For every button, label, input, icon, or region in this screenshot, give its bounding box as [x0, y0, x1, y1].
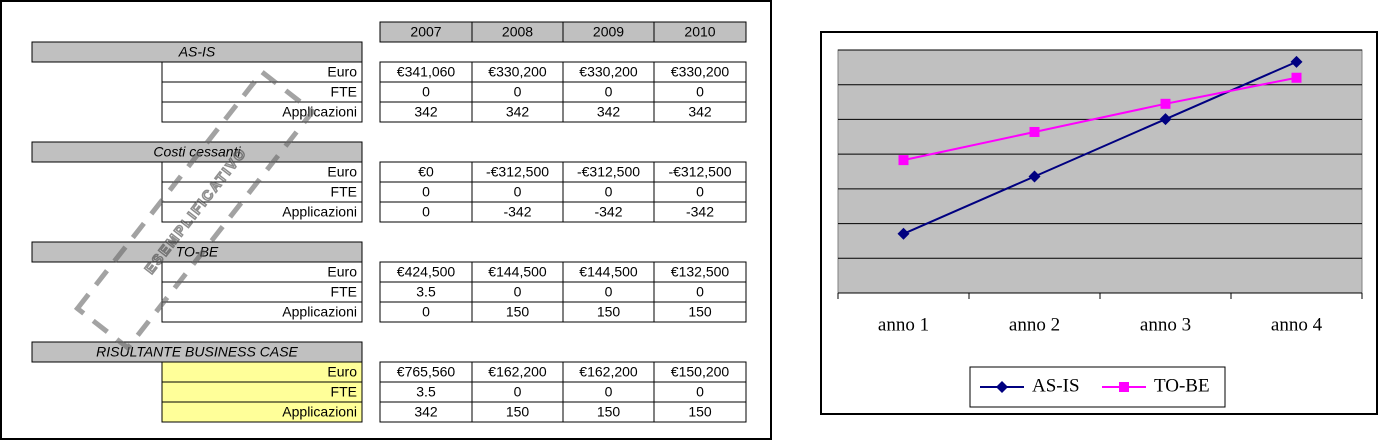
cell-value: €162,200: [579, 364, 638, 380]
cell: [653, 101, 747, 123]
row-label: Applicazioni: [282, 104, 357, 120]
legend-label: TO-BE: [1154, 375, 1210, 396]
cell-value: €162,200: [488, 364, 547, 380]
marker: [898, 155, 909, 166]
cell-value: €150,200: [671, 364, 730, 380]
cell-value: 0: [422, 184, 430, 200]
cell-value: €132,500: [671, 264, 730, 280]
marker: [1291, 72, 1302, 83]
cell-value: 0: [514, 184, 522, 200]
cell-value: 0: [605, 84, 613, 100]
cell-value: 0: [514, 84, 522, 100]
cell-value: €330,200: [671, 64, 730, 80]
row-label: FTE: [331, 284, 357, 300]
cell-value: 150: [688, 404, 712, 420]
cell-value: -€312,500: [486, 164, 549, 180]
row-label: FTE: [331, 84, 357, 100]
row-label: Euro: [327, 164, 357, 180]
x-tick-label: anno 2: [1009, 314, 1060, 335]
cell-value: 0: [696, 184, 704, 200]
cell-value: 3.5: [416, 284, 436, 300]
marker: [1028, 170, 1041, 183]
plot-area: [837, 49, 1363, 294]
section-title: TO-BE: [176, 244, 219, 260]
cell-value: 150: [506, 304, 530, 320]
cell-value: 0: [696, 384, 704, 400]
year-header: 2009: [593, 24, 624, 40]
x-tick-label: anno 4: [1271, 314, 1323, 335]
cell-value: -€312,500: [668, 164, 731, 180]
year-header: 2010: [684, 24, 715, 40]
year-header: 2007: [410, 24, 441, 40]
row-label: FTE: [331, 184, 357, 200]
cell-value: 0: [422, 84, 430, 100]
cell-value: -€312,500: [577, 164, 640, 180]
cell-value: 0: [696, 84, 704, 100]
cell-value: 342: [506, 104, 530, 120]
cell-value: 0: [605, 284, 613, 300]
row-label: Euro: [327, 264, 357, 280]
cell-value: €144,500: [579, 264, 638, 280]
cell-value: 0: [605, 384, 613, 400]
cell: [161, 101, 363, 123]
cell-value: -342: [686, 204, 714, 220]
cell-value: 342: [688, 104, 712, 120]
cell-value: 0: [422, 304, 430, 320]
section-title: AS-IS: [178, 44, 216, 60]
marker: [1159, 113, 1172, 126]
cell-value: €330,200: [488, 64, 547, 80]
legend-label: AS-IS: [1032, 375, 1080, 396]
cell-value: 0: [605, 184, 613, 200]
cell-value: 3.5: [416, 384, 436, 400]
cell-value: 150: [597, 304, 621, 320]
row-label: FTE: [331, 384, 357, 400]
cell-value: €0: [418, 164, 434, 180]
cell-value: 0: [422, 204, 430, 220]
marker: [1119, 382, 1129, 392]
marker: [1029, 126, 1040, 137]
cell-value: 0: [514, 384, 522, 400]
cell-value: €765,560: [397, 364, 456, 380]
section-title: RISULTANTE BUSINESS CASE: [96, 344, 298, 360]
year-header: 2008: [502, 24, 533, 40]
marker: [996, 381, 1008, 393]
cell: [161, 401, 363, 423]
watermark-frame: [73, 68, 317, 352]
marker: [1290, 55, 1303, 68]
x-tick-label: anno 3: [1140, 314, 1191, 335]
cell-value: -342: [503, 204, 531, 220]
cell-value: €330,200: [579, 64, 638, 80]
cell: [653, 201, 747, 223]
cell-value: 0: [514, 284, 522, 300]
cell-value: 150: [688, 304, 712, 320]
cell: [161, 201, 363, 223]
cell: [161, 301, 363, 323]
cell: [653, 301, 747, 323]
cell-value: 342: [414, 404, 438, 420]
cell-value: 342: [414, 104, 438, 120]
cell-value: €341,060: [397, 64, 456, 80]
cell: [653, 401, 747, 423]
cell-value: 150: [506, 404, 530, 420]
row-label: Applicazioni: [282, 404, 357, 420]
x-tick-label: anno 1: [878, 314, 929, 335]
row-label: Euro: [327, 364, 357, 380]
marker: [1160, 98, 1171, 109]
row-label: Applicazioni: [282, 304, 357, 320]
cell-value: 342: [597, 104, 621, 120]
series-line: [903, 76, 1297, 162]
row-label: Euro: [327, 64, 357, 80]
row-label: Applicazioni: [282, 204, 357, 220]
cell-value: 0: [696, 284, 704, 300]
cell: [653, 21, 747, 43]
cell-value: €424,500: [397, 264, 456, 280]
marker: [897, 227, 910, 240]
cell-value: 150: [597, 404, 621, 420]
cell-value: -342: [594, 204, 622, 220]
cell-value: €144,500: [488, 264, 547, 280]
